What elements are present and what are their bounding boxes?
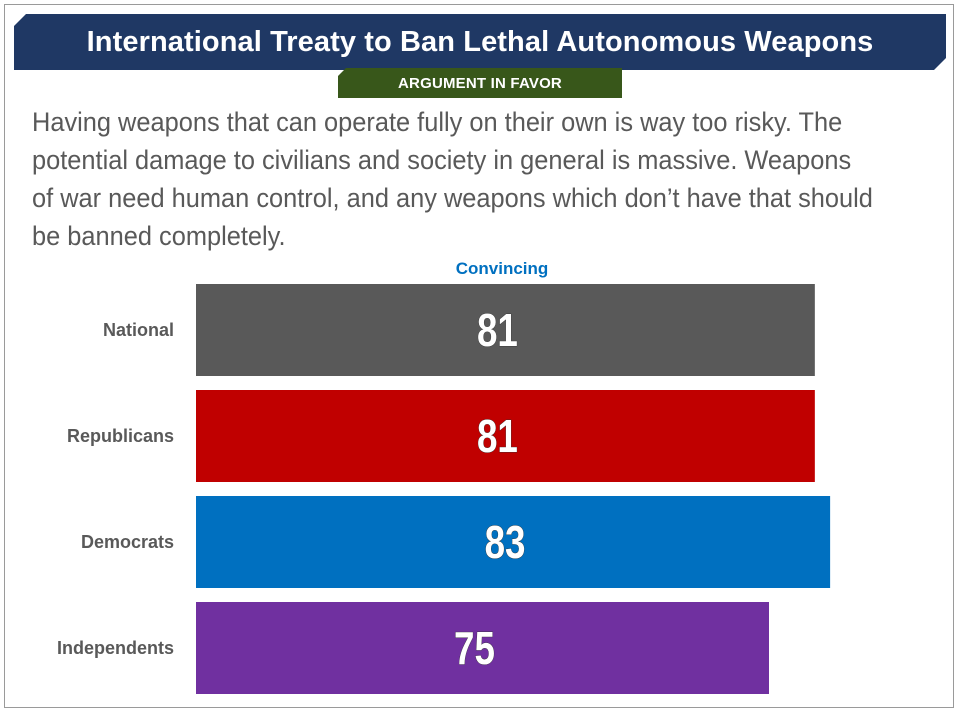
bar xyxy=(196,390,815,482)
bar xyxy=(196,602,769,694)
bar-value-label: 81 xyxy=(477,304,518,356)
category-label: Democrats xyxy=(81,532,174,552)
bars-group: National 81 Republicans 81 Democrats 83 Indepe… xyxy=(57,284,831,694)
argument-tag: ARGUMENT IN FAVOR xyxy=(338,68,622,98)
bar xyxy=(196,284,815,376)
column-label: Convincing xyxy=(456,259,549,278)
category-label: National xyxy=(103,320,174,340)
title-text: International Treaty to Ban Lethal Auton… xyxy=(86,25,874,58)
bar-value-label: 75 xyxy=(454,622,495,674)
bar-value-label: 81 xyxy=(477,410,518,462)
slide-frame xyxy=(4,4,954,708)
slide-title: International Treaty to Ban Lethal Auton… xyxy=(14,14,946,70)
category-label: Republicans xyxy=(67,426,174,446)
bar xyxy=(196,496,831,588)
bar-value-label: 83 xyxy=(485,516,526,568)
category-label: Independents xyxy=(57,638,174,658)
argument-tag-text: ARGUMENT IN FAVOR xyxy=(398,74,562,92)
argument-statement: Having weapons that can operate fully on… xyxy=(32,107,873,251)
